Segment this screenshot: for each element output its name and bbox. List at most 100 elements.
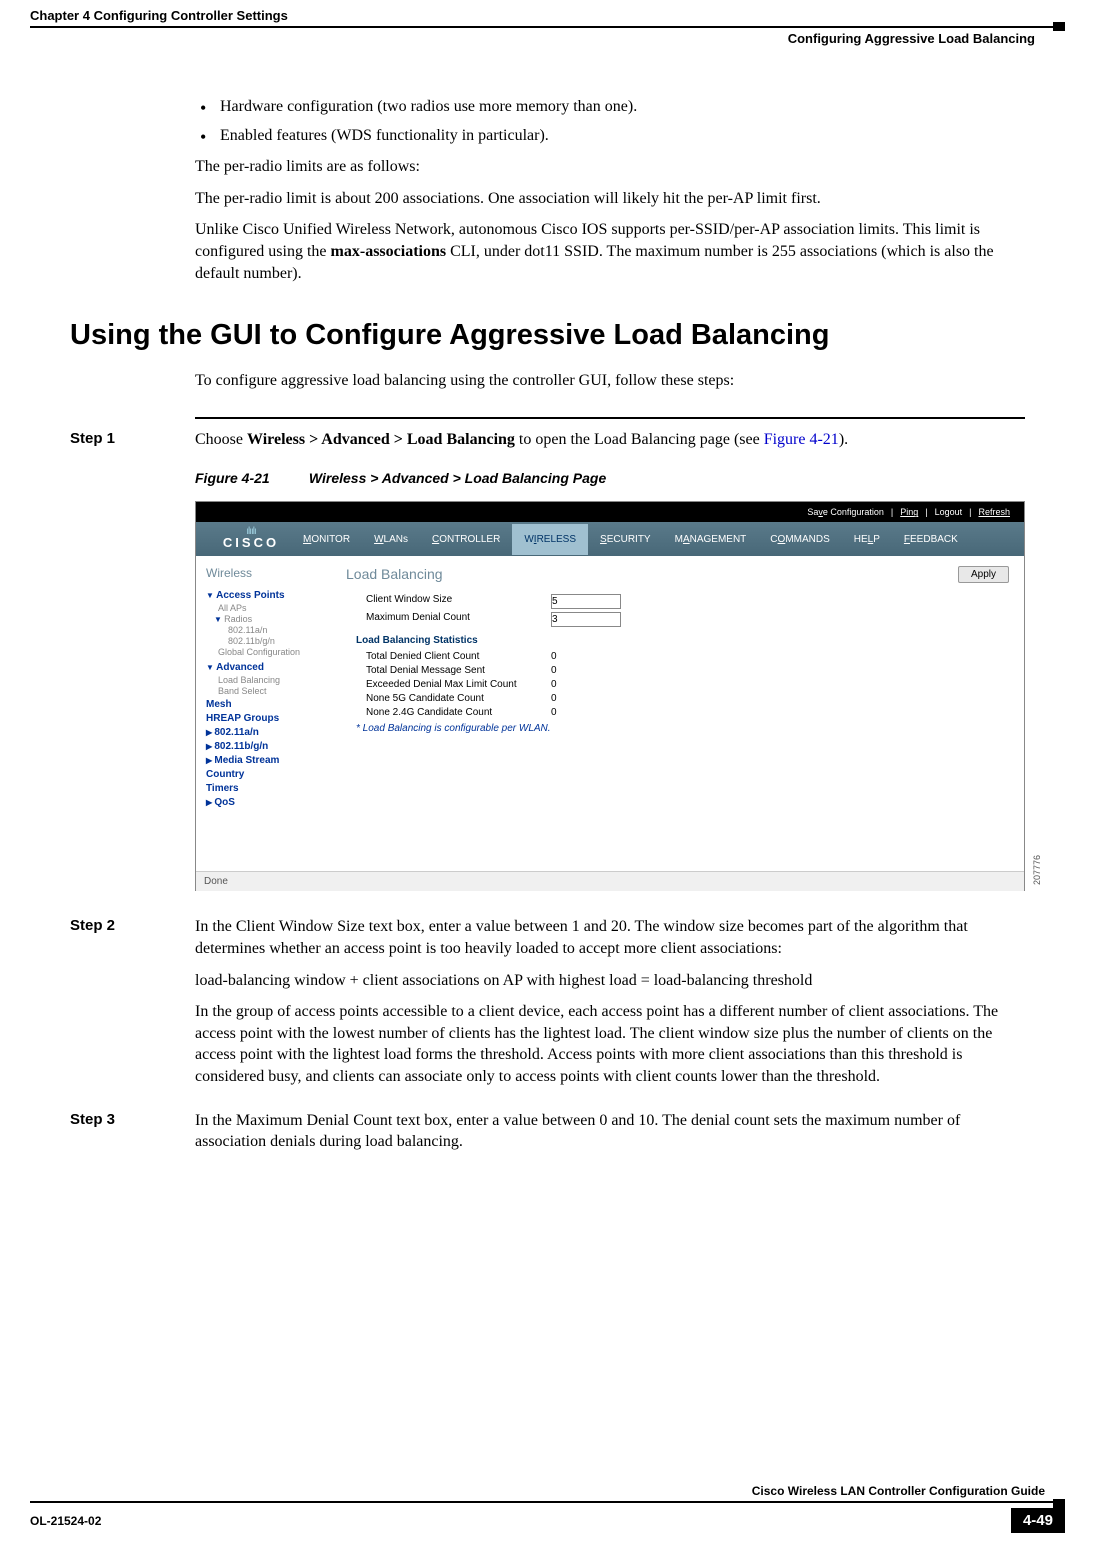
nav-management[interactable]: MANAGEMENT xyxy=(663,534,759,545)
step-text-part: Choose xyxy=(195,431,247,448)
header-corner-decoration xyxy=(1053,22,1065,31)
refresh-link[interactable]: Refresh xyxy=(974,507,1014,517)
paragraph: load-balancing window + client associati… xyxy=(195,970,1025,992)
nav-items: MONITOR WLANs CONTROLLER WIRELESS SECURI… xyxy=(291,524,1024,555)
section-heading: Using the GUI to Configure Aggressive Lo… xyxy=(70,319,1025,352)
footer-corner-decoration xyxy=(1053,1499,1065,1508)
topbar-divider: | xyxy=(966,507,974,517)
sidebar-item-all-aps[interactable]: All APs xyxy=(218,603,326,613)
topbar-divider: | xyxy=(922,507,930,517)
stat-row: None 5G Candidate Count 0 xyxy=(366,693,1014,704)
sidebar-title: Wireless xyxy=(206,566,326,580)
sidebar-item-80211b[interactable]: 802.11b/g/n xyxy=(206,741,326,752)
figure-caption: Figure 4-21 Wireless > Advanced > Load B… xyxy=(195,470,1025,486)
maximum-denial-count-input[interactable] xyxy=(551,612,621,627)
sidebar-item-hreap[interactable]: HREAP Groups xyxy=(206,713,326,724)
step-text-bold: Wireless > Advanced > Load Balancing xyxy=(247,431,515,448)
sidebar-group-advanced[interactable]: Advanced xyxy=(206,662,326,673)
sidebar-item-qos[interactable]: QoS xyxy=(206,797,326,808)
sidebar-item-timers[interactable]: Timers xyxy=(206,783,326,794)
bullet-item: Hardware configuration (two radios use m… xyxy=(195,96,1025,118)
stat-label: None 2.4G Candidate Count xyxy=(366,707,551,718)
step-text: In the Client Window Size text box, ente… xyxy=(195,916,1025,1097)
cisco-logo-text: CISCO xyxy=(223,535,279,550)
screenshot-topbar: Save Configuration | Ping | Logout | Ref… xyxy=(196,502,1024,522)
horizontal-rule xyxy=(195,417,1025,419)
nav-controller[interactable]: CONTROLLER xyxy=(420,534,512,545)
sidebar-item-country[interactable]: Country xyxy=(206,769,326,780)
topbar-divider: | xyxy=(888,507,896,517)
footer-rule xyxy=(30,1501,1065,1503)
stats-subtitle: Load Balancing Statistics xyxy=(356,635,1014,646)
page-footer: Cisco Wireless LAN Controller Configurat… xyxy=(30,1484,1065,1533)
field-label: Maximum Denial Count xyxy=(366,612,551,627)
nav-help[interactable]: HELP xyxy=(842,534,892,545)
step-text-part: to open the Load Balancing page (see xyxy=(515,431,764,448)
config-note: * Load Balancing is configurable per WLA… xyxy=(356,723,1014,734)
cisco-logo: ılıılı CISCO xyxy=(196,528,291,550)
sidebar-item-mesh[interactable]: Mesh xyxy=(206,699,326,710)
ping-link[interactable]: Ping xyxy=(896,507,922,517)
nav-monitor[interactable]: MONITOR xyxy=(291,534,362,545)
paragraph: To configure aggressive load balancing u… xyxy=(195,370,1025,392)
step-label: Step 1 xyxy=(70,429,195,451)
stat-row: Exceeded Denial Max Limit Count 0 xyxy=(366,679,1014,690)
sidebar-item-media-stream[interactable]: Media Stream xyxy=(206,755,326,766)
paragraph: The per-radio limits are as follows: xyxy=(195,156,1025,178)
step-text: In the Maximum Denial Count text box, en… xyxy=(195,1110,1025,1153)
nav-feedback[interactable]: FEEDBACK xyxy=(892,534,970,545)
stat-value: 0 xyxy=(551,693,601,704)
apply-button[interactable]: Apply xyxy=(958,566,1009,583)
screenshot-body: Wireless Access Points All APs Radios 80… xyxy=(196,556,1024,871)
step-row: Step 2 In the Client Window Size text bo… xyxy=(70,916,1025,1097)
step-row: Step 3 In the Maximum Denial Count text … xyxy=(70,1110,1025,1153)
page-header: Chapter 4 Configuring Controller Setting… xyxy=(0,0,1095,46)
step-text-part: ). xyxy=(839,431,848,448)
footer-pagenum: 4-49 xyxy=(1011,1508,1065,1533)
screenshot-statusbar: Done xyxy=(196,871,1024,891)
screenshot-sidebar: Wireless Access Points All APs Radios 80… xyxy=(196,556,331,871)
stat-value: 0 xyxy=(551,665,601,676)
step-label: Step 3 xyxy=(70,1110,195,1153)
logout-link[interactable]: Logout xyxy=(931,507,967,517)
header-chapter: Chapter 4 Configuring Controller Setting… xyxy=(30,8,288,27)
figure-link[interactable]: Figure 4-21 xyxy=(764,431,839,448)
screenshot-navbar: ılıılı CISCO MONITOR WLANs CONTROLLER WI… xyxy=(196,522,1024,556)
cisco-logo-bars: ılıılı xyxy=(246,528,256,535)
bullet-item: Enabled features (WDS functionality in p… xyxy=(195,125,1025,147)
client-window-size-input[interactable] xyxy=(551,594,621,609)
save-configuration-link[interactable]: Save Configuration xyxy=(803,507,888,517)
sidebar-item-band-select[interactable]: Band Select xyxy=(218,686,326,696)
stat-row: Total Denial Message Sent 0 xyxy=(366,665,1014,676)
sidebar-item-radio-a[interactable]: 802.11a/n xyxy=(228,625,326,635)
sidebar-item-80211a[interactable]: 802.11a/n xyxy=(206,727,326,738)
figure-number: Figure 4-21 xyxy=(195,470,305,486)
nav-wlans[interactable]: WLANs xyxy=(362,534,420,545)
figure-reference-number: 207776 xyxy=(1032,855,1042,885)
nav-commands[interactable]: COMMANDS xyxy=(758,534,841,545)
paragraph: Unlike Cisco Unified Wireless Network, a… xyxy=(195,219,1025,284)
stat-row: Total Denied Client Count 0 xyxy=(366,651,1014,662)
footer-title: Cisco Wireless LAN Controller Configurat… xyxy=(752,1484,1045,1498)
body-text-block-1: Hardware configuration (two radios use m… xyxy=(195,96,1025,284)
maximum-denial-count-field: Maximum Denial Count xyxy=(366,612,1014,627)
nav-wireless[interactable]: WIRELESS xyxy=(512,524,588,555)
bullet-list: Hardware configuration (two radios use m… xyxy=(195,96,1025,146)
sidebar-item-radio-b[interactable]: 802.11b/g/n xyxy=(228,636,326,646)
stat-value: 0 xyxy=(551,679,601,690)
sidebar-item-load-balancing[interactable]: Load Balancing xyxy=(218,675,326,685)
sidebar-group-access-points[interactable]: Access Points xyxy=(206,590,326,601)
figure-title: Wireless > Advanced > Load Balancing Pag… xyxy=(309,470,606,486)
nav-security[interactable]: SECURITY xyxy=(588,534,663,545)
sidebar-item-global-config[interactable]: Global Configuration xyxy=(218,647,326,657)
stat-label: Exceeded Denial Max Limit Count xyxy=(366,679,551,690)
footer-docnum: OL-21524-02 xyxy=(30,1514,101,1528)
step-label: Step 2 xyxy=(70,916,195,1097)
bold-term: max-associations xyxy=(331,243,447,260)
paragraph: In the Client Window Size text box, ente… xyxy=(195,916,1025,959)
paragraph: In the group of access points accessible… xyxy=(195,1001,1025,1087)
sidebar-item-radios[interactable]: Radios xyxy=(214,614,326,624)
page-content: Hardware configuration (two radios use m… xyxy=(0,46,1095,1185)
stat-value: 0 xyxy=(551,651,601,662)
step-row: Step 1 Choose Wireless > Advanced > Load… xyxy=(70,429,1025,451)
